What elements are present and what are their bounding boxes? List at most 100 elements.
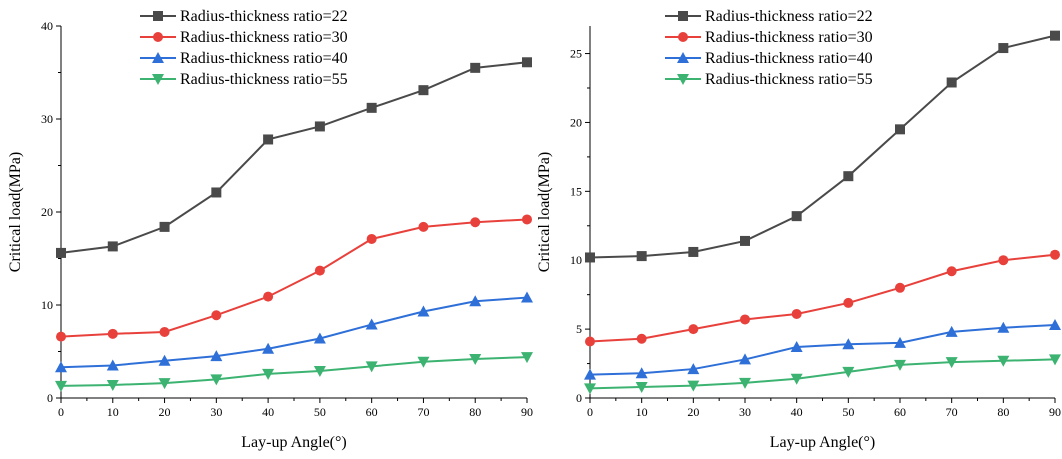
data-point (365, 318, 378, 330)
data-point (106, 359, 119, 371)
data-point (635, 381, 648, 393)
data-point (843, 297, 854, 308)
data-point (418, 221, 429, 232)
x-tick-label: 0 (587, 405, 593, 419)
data-point (997, 355, 1010, 367)
legend-marker (677, 74, 689, 85)
data-point (210, 374, 223, 386)
y-tick-label: 15 (570, 184, 582, 198)
data-point (688, 246, 699, 257)
data-point (211, 187, 222, 198)
data-point (210, 350, 223, 362)
data-point (945, 357, 958, 369)
x-tick-label: 80 (469, 405, 481, 419)
x-tick-label: 20 (687, 405, 699, 419)
data-point (107, 241, 118, 252)
x-axis-label: Lay-up Angle(°) (241, 434, 346, 451)
data-point (106, 379, 119, 391)
legend-marker (152, 74, 164, 85)
y-axis-label: Critical load(MPa) (536, 152, 553, 272)
data-point (56, 247, 66, 258)
data-point (791, 308, 802, 319)
data-point (263, 291, 274, 302)
y-tick-label: 10 (41, 298, 53, 312)
series-line (60, 218, 528, 338)
x-tick-label: 90 (521, 405, 533, 419)
legend-marker (677, 52, 689, 63)
data-point (262, 368, 275, 380)
y-tick-label: 10 (570, 253, 582, 267)
data-point (417, 356, 430, 368)
data-point (159, 221, 170, 232)
data-point (55, 361, 67, 373)
data-point (636, 251, 647, 262)
y-tick-label: 25 (570, 47, 582, 61)
data-point (843, 171, 854, 182)
x-tick-label: 20 (159, 405, 171, 419)
data-point (1049, 354, 1061, 366)
legend-label: Radius-thickness ratio=22 (180, 8, 348, 25)
data-point (687, 380, 700, 392)
y-tick-label: 0 (47, 391, 53, 405)
data-point (584, 368, 596, 380)
data-point (470, 62, 481, 73)
legend-marker (678, 11, 688, 21)
data-point (522, 57, 532, 68)
legend-marker (152, 52, 164, 63)
data-point (262, 342, 275, 354)
data-point (417, 305, 430, 317)
data-point (313, 332, 326, 344)
y-tick-label: 20 (41, 205, 53, 219)
series-line (60, 296, 528, 369)
data-point (740, 235, 750, 246)
legend-marker (678, 32, 688, 42)
chart-left: 0 10 20 30 40 50 60 70 80 90 0 10 20 30 40 Lay-up Angle… (7, 8, 533, 451)
data-point (314, 121, 325, 132)
data-point (688, 324, 699, 335)
chart-right: 0 10 20 30 40 50 60 70 80 90 0 5 10 15 20 25 Lay-up Angl… (536, 8, 1061, 451)
data-point (211, 310, 222, 321)
y-tick-label: 40 (41, 19, 53, 33)
data-point (365, 361, 378, 373)
data-point (997, 321, 1010, 333)
data-point (158, 378, 171, 390)
data-point (636, 333, 647, 344)
x-tick-label: 70 (946, 405, 958, 419)
series-line (589, 253, 1056, 343)
data-point (945, 325, 958, 337)
data-point (790, 341, 803, 353)
x-tick-label: 90 (1049, 405, 1061, 419)
x-tick-label: 50 (842, 405, 854, 419)
data-point (842, 366, 855, 378)
data-point (469, 295, 482, 307)
data-point (585, 252, 595, 263)
data-point (1050, 249, 1060, 260)
data-point (366, 233, 377, 244)
data-point (895, 282, 905, 293)
legend-marker (153, 11, 163, 21)
data-point (521, 352, 533, 364)
data-point (894, 359, 906, 371)
y-tick-label: 0 (576, 391, 582, 405)
data-point (313, 366, 326, 378)
x-tick-label: 30 (739, 405, 751, 419)
legend-label: Radius-thickness ratio=55 (705, 71, 873, 88)
x-tick-label: 30 (210, 405, 222, 419)
legend-label: Radius-thickness ratio=40 (705, 50, 873, 67)
data-point (521, 291, 533, 303)
data-point (894, 336, 906, 348)
x-tick-label: 60 (366, 405, 378, 419)
x-axis-label: Lay-up Angle(°) (770, 434, 875, 451)
data-point (1049, 318, 1061, 330)
data-point (790, 373, 803, 385)
series-line (589, 358, 1056, 390)
data-point (584, 383, 596, 395)
x-tick-label: 10 (636, 405, 648, 419)
x-tick-label: 50 (314, 405, 326, 419)
data-point (842, 338, 855, 350)
data-point (946, 266, 957, 277)
series-line (589, 323, 1056, 376)
data-point (585, 336, 595, 347)
data-point (55, 380, 67, 392)
data-point (314, 265, 325, 276)
